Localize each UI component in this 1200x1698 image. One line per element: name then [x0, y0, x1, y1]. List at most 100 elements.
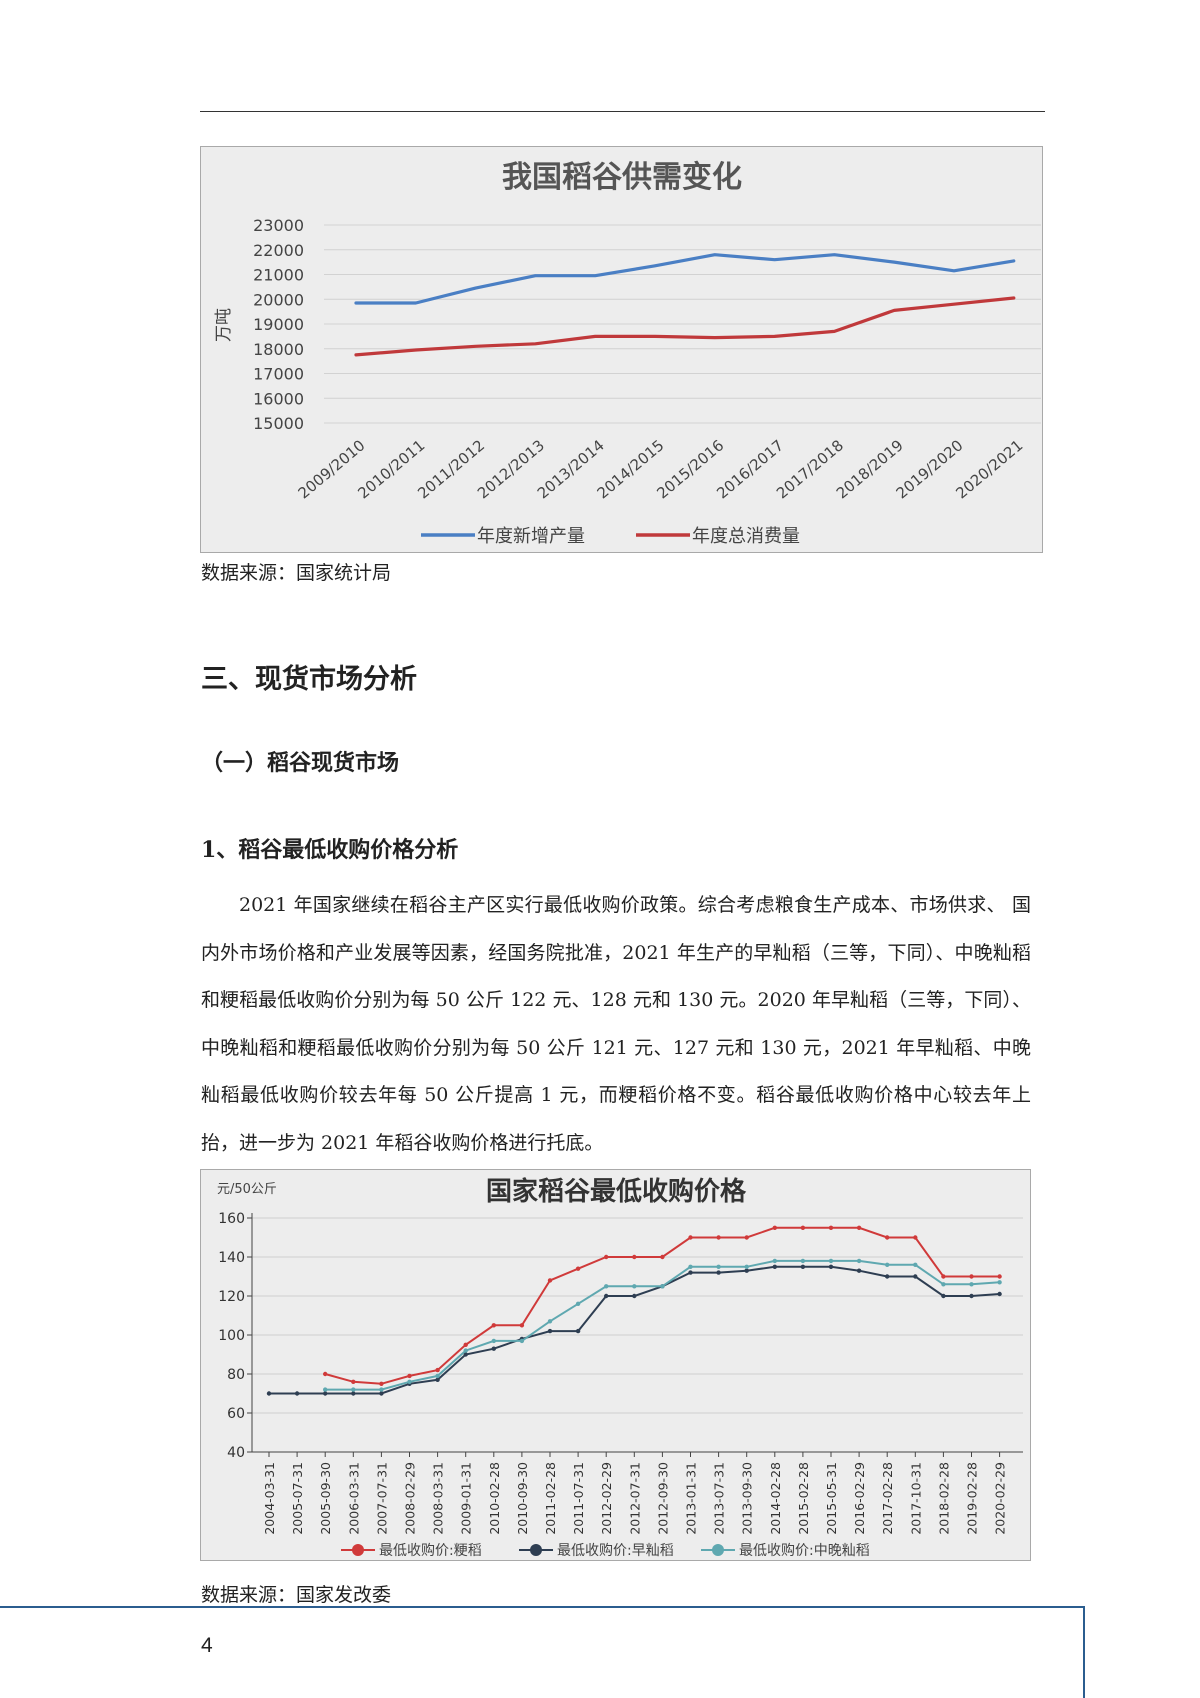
chart2-data-point — [856, 1268, 862, 1273]
chart2-data-point — [828, 1225, 834, 1230]
chart2-data-point — [463, 1342, 468, 1347]
chart2-ytick-label: 60 — [227, 1406, 245, 1422]
chart2-xtick-label: 2014-02-28 — [768, 1462, 783, 1535]
chart2-ytick-label: 40 — [227, 1445, 245, 1461]
chart1-ytick-label: 17000 — [253, 365, 304, 384]
chart2-data-point — [913, 1262, 918, 1267]
chart2-legend-marker — [530, 1544, 542, 1556]
chart2-data-point — [547, 1319, 553, 1324]
subsubsection-heading: 1、稻谷最低收购价格分析 — [201, 837, 459, 863]
chart2-data-point — [379, 1381, 384, 1386]
chart2-data-point — [294, 1391, 300, 1396]
chart2-data-point — [913, 1274, 918, 1279]
chart2-source: 数据来源：国家发改委 — [201, 1584, 392, 1606]
chart2-xtick-label: 2006-03-31 — [346, 1462, 361, 1535]
chart2-data-point — [519, 1323, 525, 1328]
chart2-data-point — [772, 1258, 777, 1264]
chart2-xtick-label: 2018-02-28 — [936, 1462, 951, 1535]
chart2-xtick-label: 2013-01-31 — [684, 1462, 699, 1535]
chart2-data-point — [856, 1258, 862, 1264]
chart2-data-point — [407, 1379, 412, 1384]
chart2-data-point — [604, 1293, 609, 1299]
chart1-legend-label: 年度总消费量 — [692, 526, 800, 547]
chart1-ytick-label: 22000 — [253, 241, 304, 260]
chart2-data-point — [351, 1387, 356, 1392]
chart2-data-point — [885, 1262, 890, 1267]
chart2-data-point — [266, 1391, 272, 1396]
chart2-data-point — [379, 1391, 384, 1396]
chart2-data-point — [491, 1346, 496, 1351]
chart2-data-point — [435, 1377, 440, 1382]
chart2-unit-label: 元/50公斤 — [217, 1182, 277, 1197]
chart2-data-point — [856, 1225, 862, 1230]
chart2-data-point — [407, 1373, 412, 1379]
chart2-data-point — [772, 1225, 777, 1230]
chart2-xtick-label: 2005-07-31 — [290, 1462, 305, 1535]
chart2-ytick-label: 160 — [218, 1211, 245, 1227]
chart2-data-point — [969, 1274, 974, 1279]
chart2-data-point — [660, 1284, 665, 1289]
chart2-data-point — [800, 1258, 806, 1264]
chart2-data-point — [941, 1293, 946, 1299]
chart2-data-point — [604, 1254, 609, 1260]
chart2-data-point — [688, 1270, 693, 1275]
chart2-xtick-label: 2015-05-31 — [824, 1462, 839, 1535]
chart2-data-point — [997, 1274, 1002, 1279]
chart2-data-point — [885, 1274, 890, 1279]
chart2-legend-marker — [712, 1544, 724, 1556]
chart2-data-point — [323, 1387, 328, 1392]
chart2-xtick-label: 2013-09-30 — [740, 1462, 755, 1535]
chart2-xtick-label: 2009-01-31 — [459, 1462, 474, 1535]
chart2-data-point — [716, 1235, 721, 1240]
chart2-data-point — [744, 1264, 749, 1269]
chart2-xtick-label: 2008-02-29 — [403, 1462, 418, 1535]
chart2-ytick-label: 80 — [227, 1367, 245, 1383]
chart2-data-point — [800, 1225, 806, 1230]
chart2-data-point — [941, 1274, 946, 1279]
chart1-series-line — [354, 253, 1016, 305]
chart2-data-point — [716, 1270, 721, 1275]
chart2-data-point — [491, 1323, 496, 1328]
section-heading: 三、现货市场分析 — [201, 664, 417, 695]
chart2-data-point — [969, 1282, 974, 1287]
chart2-xtick-label: 2011-02-28 — [543, 1462, 558, 1535]
chart2-xtick-label: 2008-03-31 — [431, 1462, 446, 1535]
chart2-data-point — [632, 1284, 637, 1289]
chart2-legend-label: 最低收购价:中晚籼稻 — [739, 1543, 870, 1559]
chart2-ytick-label: 100 — [218, 1328, 245, 1344]
chart2-data-point — [632, 1293, 637, 1299]
min-purchase-price-chart: 国家稻谷最低收购价格 元/50公斤 40 60 80 100 120 140 160 2004-0… — [200, 1169, 1031, 1561]
chart2-data-point — [547, 1328, 553, 1334]
chart2-data-point — [885, 1235, 890, 1240]
chart2-data-point — [604, 1284, 609, 1289]
chart2-data-point — [744, 1235, 749, 1240]
chart2-xtick-label: 2013-07-31 — [712, 1462, 727, 1535]
chart2-xtick-label: 2015-02-28 — [796, 1462, 811, 1535]
chart2-xtick-label: 2012-02-29 — [599, 1462, 614, 1535]
chart2-data-point — [772, 1264, 777, 1269]
chart2-data-point — [575, 1266, 581, 1271]
chart2-data-point — [941, 1282, 946, 1287]
chart2-data-point — [688, 1235, 693, 1240]
chart2-xtick-label: 2020-02-29 — [993, 1462, 1008, 1535]
chart2-data-point — [744, 1268, 749, 1273]
chart2-series-line — [324, 1226, 1000, 1385]
chart1-ytick-label: 18000 — [253, 340, 304, 359]
chart2-data-point — [800, 1264, 806, 1269]
chart2-title: 国家稻谷最低收购价格 — [486, 1176, 747, 1207]
chart2-xtick-label: 2012-09-30 — [655, 1462, 670, 1535]
chart2-data-point — [351, 1379, 356, 1384]
footer-rule — [0, 1606, 1083, 1608]
chart1-ytick-label: 21000 — [253, 266, 304, 285]
chart2-data-point — [828, 1264, 834, 1269]
chart1-ylabel: 万吨 — [214, 308, 234, 342]
chart2-data-point — [716, 1264, 721, 1269]
chart2-ytick-label: 140 — [218, 1250, 245, 1266]
chart1-ytick-label: 23000 — [253, 216, 304, 235]
chart2-xtick-label: 2011-07-31 — [571, 1462, 586, 1535]
chart2-data-point — [997, 1280, 1002, 1285]
chart2-data-point — [688, 1264, 693, 1269]
chart1-legend-label: 年度新增产量 — [477, 526, 585, 547]
chart2-legend-label: 最低收购价:粳稻 — [379, 1543, 482, 1559]
